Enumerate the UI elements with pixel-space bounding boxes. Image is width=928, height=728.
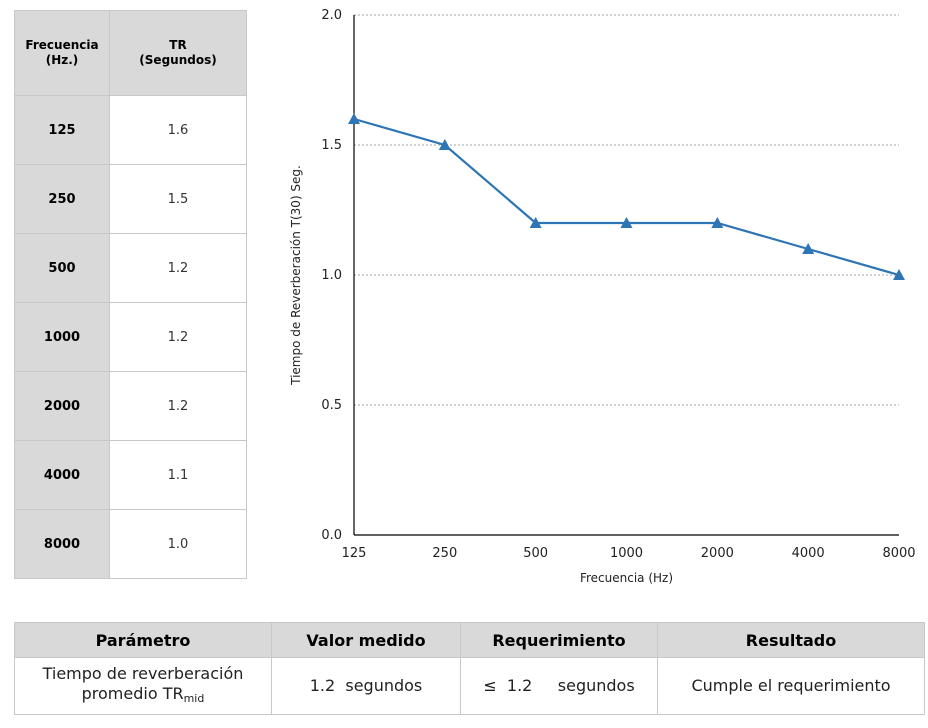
table-row: Tiempo de reverberación promedio TRmid 1… bbox=[14, 657, 925, 715]
tr-cell: 1.0 bbox=[109, 509, 247, 579]
freq-header-line1: Frecuencia bbox=[25, 38, 99, 52]
tr-header: TR (Segundos) bbox=[109, 10, 247, 96]
freq-cell: 4000 bbox=[14, 440, 110, 510]
tr-header-line2: (Segundos) bbox=[139, 53, 217, 67]
x-tick-label: 500 bbox=[523, 546, 548, 561]
x-tick-label: 125 bbox=[342, 546, 367, 561]
tr-cell: 1.5 bbox=[109, 164, 247, 234]
tr-header-line1: TR bbox=[169, 38, 187, 52]
result-header: Resultado bbox=[657, 622, 925, 658]
x-tick-label: 1000 bbox=[610, 546, 643, 561]
tr-cell: 1.1 bbox=[109, 440, 247, 510]
data-point bbox=[348, 113, 360, 124]
y-tick-label: 1.5 bbox=[321, 138, 342, 153]
data-point bbox=[438, 139, 451, 150]
y-tick-label: 0.5 bbox=[321, 398, 342, 413]
freq-header-line2: (Hz.) bbox=[45, 53, 79, 67]
series-line bbox=[353, 117, 900, 277]
y-tick-label: 0.0 bbox=[321, 528, 342, 543]
freq-cell: 125 bbox=[14, 95, 110, 165]
freq-cell: 8000 bbox=[14, 509, 110, 579]
freq-header: Frecuencia (Hz.) bbox=[14, 10, 110, 96]
tr-cell: 1.6 bbox=[109, 95, 247, 165]
x-tick-label: 4000 bbox=[792, 546, 825, 561]
table-row: 4000 1.1 bbox=[14, 440, 247, 510]
frequency-table: Frecuencia (Hz.) TR (Segundos) 125 1.6 25… bbox=[14, 10, 247, 579]
valor-header: Valor medido bbox=[271, 622, 461, 658]
freq-cell: 2000 bbox=[14, 371, 110, 441]
result-cell: Cumple el requerimiento bbox=[657, 657, 925, 715]
valor-cell: 1.2 segundos bbox=[271, 657, 461, 715]
y-tick-label: 2.0 bbox=[321, 8, 342, 23]
result-table: Parámetro Valor medido Requerimiento Res… bbox=[14, 622, 925, 715]
y-tick-label: 1.0 bbox=[321, 268, 342, 283]
x-tick-label: 250 bbox=[432, 546, 457, 561]
param-line2: promedio TR bbox=[81, 683, 184, 703]
x-axis-label: Frecuencia (Hz) bbox=[580, 571, 673, 585]
param-cell: Tiempo de reverberación promedio TRmid bbox=[14, 657, 272, 715]
freq-cell: 500 bbox=[14, 233, 110, 303]
x-tick-label: 8000 bbox=[882, 546, 915, 561]
data-point bbox=[711, 217, 724, 228]
req-cell: ≤ 1.2 segundos bbox=[460, 657, 658, 715]
table-row: 8000 1.0 bbox=[14, 509, 247, 579]
tr-cell: 1.2 bbox=[109, 371, 247, 441]
data-point bbox=[620, 217, 633, 228]
param-header: Parámetro bbox=[14, 622, 272, 658]
data-point bbox=[529, 217, 542, 228]
tr-cell: 1.2 bbox=[109, 233, 247, 303]
freq-cell: 1000 bbox=[14, 302, 110, 372]
tr-cell: 1.2 bbox=[109, 302, 247, 372]
data-point bbox=[893, 269, 905, 280]
table-row: 500 1.2 bbox=[14, 233, 247, 303]
param-subscript: mid bbox=[183, 691, 205, 705]
param-line1: Tiempo de reverberación bbox=[42, 663, 244, 683]
reverberation-chart: 0.0 0.5 1.0 1.5 2.0 125 250 500 1000 2000 4000 8000… bbox=[289, 8, 916, 585]
table-row: 2000 1.2 bbox=[14, 371, 247, 441]
x-tick-label: 2000 bbox=[701, 546, 734, 561]
table-row: 125 1.6 bbox=[14, 95, 247, 165]
y-axis-label: Tiempo de Reverberación T(30) Seg. bbox=[289, 165, 303, 386]
table-row: 1000 1.2 bbox=[14, 302, 247, 372]
table-row: 250 1.5 bbox=[14, 164, 247, 234]
data-point bbox=[802, 243, 815, 254]
freq-cell: 250 bbox=[14, 164, 110, 234]
req-header: Requerimiento bbox=[460, 622, 658, 658]
